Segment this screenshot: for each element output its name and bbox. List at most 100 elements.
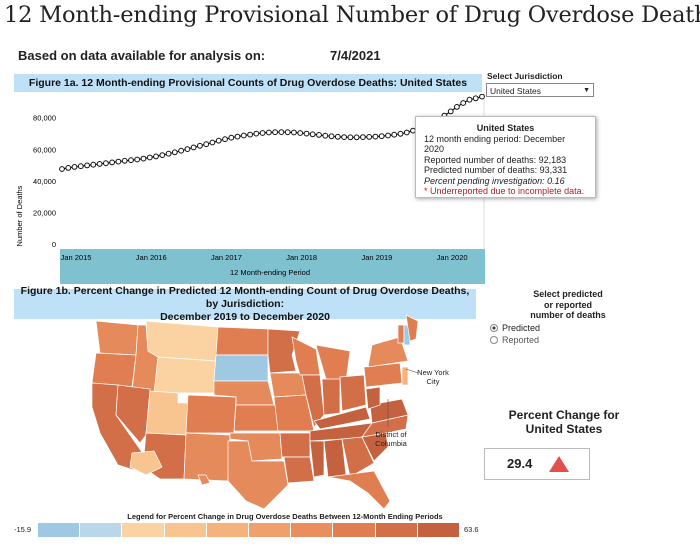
radio-predicted[interactable]: Predicted	[490, 323, 648, 333]
data-point[interactable]	[146, 154, 153, 161]
state-wi[interactable]	[291, 336, 321, 376]
state-fl[interactable]	[327, 470, 391, 510]
data-point[interactable]	[65, 165, 72, 171]
radio-predicted-circle[interactable]	[490, 323, 498, 332]
data-point[interactable]	[259, 130, 266, 136]
state-sd[interactable]	[213, 354, 269, 382]
data-point[interactable]	[278, 129, 285, 135]
data-point[interactable]	[397, 130, 404, 137]
data-point[interactable]	[466, 96, 473, 103]
state-me[interactable]	[405, 315, 418, 342]
data-point[interactable]	[228, 134, 235, 141]
state-ga[interactable]	[341, 436, 375, 478]
state-ky[interactable]	[313, 406, 371, 430]
data-point[interactable]	[366, 134, 373, 140]
state-wv[interactable]	[365, 386, 381, 410]
data-point[interactable]	[71, 164, 78, 170]
data-point[interactable]	[59, 166, 65, 172]
state-hi[interactable]	[197, 474, 211, 486]
data-point[interactable]	[140, 155, 147, 162]
dropdown-arrow-icon[interactable]: ▼	[583, 87, 590, 94]
data-point[interactable]	[291, 129, 297, 136]
data-point[interactable]	[234, 133, 241, 140]
data-point[interactable]	[96, 161, 103, 167]
data-point[interactable]	[253, 130, 260, 137]
data-point[interactable]	[360, 134, 366, 140]
state-mt[interactable]	[145, 320, 219, 362]
state-co[interactable]	[185, 394, 237, 434]
data-point[interactable]	[215, 137, 222, 144]
data-point[interactable]	[109, 159, 115, 166]
data-point[interactable]	[240, 132, 247, 139]
data-point[interactable]	[303, 130, 310, 137]
data-point[interactable]	[184, 146, 191, 152]
data-point[interactable]	[454, 104, 460, 110]
data-point[interactable]	[297, 130, 304, 136]
data-point[interactable]	[159, 152, 166, 158]
state-mn[interactable]	[267, 328, 301, 374]
data-point[interactable]	[103, 160, 109, 167]
data-point[interactable]	[385, 132, 391, 139]
data-point[interactable]	[171, 149, 178, 156]
line-chart[interactable]: 0 20,000 40,000 60,000 80,000 Jan 2015 Jan 20…	[0, 94, 486, 286]
data-point[interactable]	[128, 157, 134, 164]
state-ar[interactable]	[279, 432, 311, 458]
state-wa[interactable]	[95, 320, 139, 356]
state-nm[interactable]	[183, 432, 231, 482]
state-al[interactable]	[323, 438, 347, 478]
state-nd[interactable]	[215, 326, 269, 356]
data-point[interactable]	[190, 144, 197, 151]
data-point[interactable]	[353, 134, 360, 141]
data-point[interactable]	[121, 157, 128, 164]
data-point[interactable]	[391, 131, 398, 138]
data-point[interactable]	[447, 108, 454, 115]
radio-reported[interactable]: Reported	[490, 335, 648, 345]
state-ks[interactable]	[233, 404, 279, 432]
data-point[interactable]	[309, 131, 316, 138]
data-point[interactable]	[460, 100, 467, 106]
us-choropleth-map[interactable]	[88, 315, 418, 510]
state-oh[interactable]	[339, 374, 367, 412]
data-point[interactable]	[284, 129, 291, 136]
state-wy[interactable]	[153, 356, 217, 394]
jurisdiction-select[interactable]: United States ▼	[486, 83, 594, 97]
data-point[interactable]	[77, 163, 84, 170]
state-ak[interactable]	[129, 450, 163, 476]
state-in[interactable]	[321, 378, 341, 416]
data-point[interactable]	[472, 95, 479, 102]
state-ut[interactable]	[145, 390, 189, 436]
data-point[interactable]	[403, 129, 410, 136]
data-point[interactable]	[203, 141, 210, 148]
state-nv[interactable]	[115, 384, 151, 444]
data-point[interactable]	[266, 129, 272, 136]
data-point[interactable]	[272, 129, 279, 136]
data-point[interactable]	[316, 132, 322, 138]
data-point[interactable]	[322, 132, 329, 139]
data-point[interactable]	[209, 139, 216, 146]
data-point[interactable]	[178, 147, 185, 154]
data-point[interactable]	[378, 133, 385, 140]
data-point[interactable]	[341, 134, 348, 140]
data-point[interactable]	[84, 162, 90, 169]
state-ny[interactable]	[367, 336, 409, 368]
data-point[interactable]	[90, 161, 97, 168]
data-point[interactable]	[165, 150, 172, 157]
data-point[interactable]	[115, 158, 122, 165]
data-point[interactable]	[328, 133, 335, 140]
data-point[interactable]	[372, 133, 379, 140]
radio-reported-circle[interactable]	[490, 335, 498, 344]
state-ia[interactable]	[269, 372, 307, 398]
data-point[interactable]	[347, 134, 354, 141]
state-nj[interactable]	[401, 366, 409, 386]
data-point[interactable]	[134, 156, 141, 163]
state-vt[interactable]	[397, 324, 405, 344]
data-point[interactable]	[247, 131, 254, 138]
state-ms[interactable]	[309, 440, 325, 478]
data-point[interactable]	[222, 136, 228, 143]
data-point[interactable]	[479, 94, 485, 100]
state-la[interactable]	[283, 456, 315, 484]
state-mi[interactable]	[315, 344, 351, 382]
data-point[interactable]	[334, 133, 341, 140]
state-or[interactable]	[91, 352, 137, 388]
state-tx[interactable]	[227, 440, 289, 510]
